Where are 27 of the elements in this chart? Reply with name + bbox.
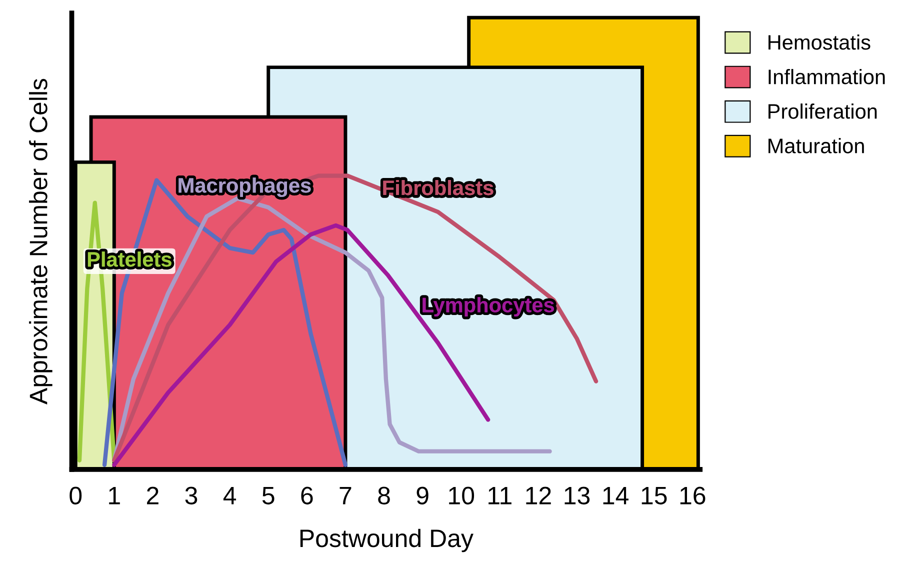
x-tick-label: 9 — [416, 486, 428, 504]
legend-label: Inflammation — [768, 68, 885, 84]
series-label: Fibroblasts — [383, 180, 494, 196]
x-tick-label: 13 — [564, 486, 590, 504]
x-tick-label: 3 — [185, 486, 198, 504]
x-tick-label: 5 — [262, 487, 274, 504]
x-tick-label: 16 — [680, 486, 706, 504]
x-tick-label: 15 — [642, 487, 667, 504]
x-tick-label: 8 — [378, 486, 390, 504]
x-tick-label: 11 — [488, 487, 512, 504]
legend-label: Hemostatis — [768, 34, 870, 50]
x-tick-label: 12 — [526, 486, 551, 504]
x-tick-label: 10 — [449, 486, 474, 504]
x-tick-label: 1 — [109, 487, 120, 504]
x-tick-label: 6 — [301, 486, 313, 504]
y-axis-title: Approximate Number of Cells — [29, 78, 52, 404]
x-tick-label: 14 — [603, 487, 628, 504]
series-label: Lymphocytes — [422, 297, 554, 317]
x-tick-label: 0 — [70, 486, 82, 504]
series-label: Platelets — [88, 251, 172, 267]
legend-label: Maturation — [768, 138, 864, 154]
series-label: Macrophages — [178, 177, 311, 197]
legend-label: Proliferation — [768, 104, 877, 119]
x-tick-label: 4 — [223, 487, 236, 504]
x-tick-label: 2 — [147, 486, 158, 504]
x-tick-label: 7 — [340, 487, 352, 504]
x-axis-title: Postwound Day — [300, 528, 474, 552]
